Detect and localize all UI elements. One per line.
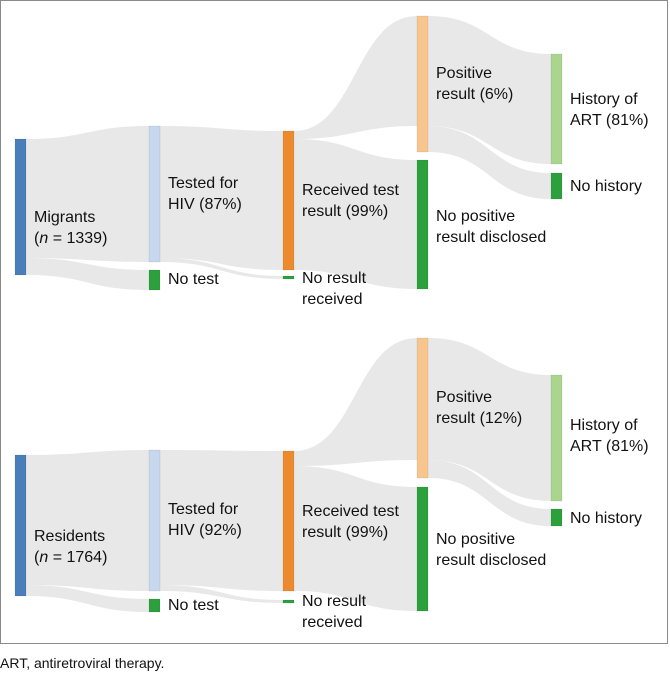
migrants-link-tested-to-received — [160, 126, 283, 270]
residents-positive-node — [416, 337, 429, 479]
figure-frame — [0, 0, 668, 644]
migrants-link-received-to-positive — [294, 16, 417, 139]
sankey-diagram — [14, 15, 563, 613]
residents-link-positive-to-no-history — [428, 460, 551, 526]
migrants-positive-node — [416, 15, 429, 153]
residents-no-result-node — [282, 599, 295, 604]
residents-no-positive-node — [416, 486, 429, 612]
migrants-no-test-node — [148, 269, 161, 291]
residents-history-node — [550, 374, 563, 502]
residents-link-tested-to-received — [160, 450, 283, 591]
migrants-link-tested-to-no-result — [160, 258, 283, 279]
n-value: = 1764) — [52, 549, 108, 566]
residents-no-test-label: No test — [168, 597, 219, 614]
residents-no-history-node — [550, 508, 563, 527]
residents-link-tested-to-no-result — [160, 585, 283, 603]
migrants-history-node — [550, 53, 563, 165]
residents-received-label: Received test result (99%) — [302, 503, 399, 541]
residents-link-received-to-no-positive — [294, 466, 417, 611]
migrants-link-positive-to-no-history — [428, 126, 551, 199]
residents-link-positive-to-history — [428, 338, 551, 501]
migrants-no-result-node — [282, 275, 295, 280]
migrants-positive-label: Positive result (6%) — [436, 65, 514, 103]
migrants-no-history-label: No history — [570, 178, 643, 195]
n-value: = 1339) — [52, 230, 108, 247]
migrants-link-origin-to-no-test — [26, 258, 149, 290]
migrants-history-label: History of ART (81%) — [570, 91, 649, 129]
residents-no-result-label: No result received — [302, 593, 367, 631]
migrants-origin-node — [14, 138, 27, 276]
migrants-link-positive-to-history — [428, 16, 551, 164]
footnote: ART, antiretroviral therapy. — [0, 655, 165, 671]
migrants-link-received-to-no-positive — [294, 139, 417, 289]
residents-positive-label: Positive result (12%) — [436, 389, 523, 427]
residents-tested-node — [148, 449, 161, 592]
residents-history-label: History of ART (81%) — [570, 417, 649, 455]
n-symbol: n — [39, 549, 49, 566]
migrants-origin-label: Migrants (n = 1339) — [34, 209, 108, 247]
migrants-no-history-node — [550, 172, 563, 200]
residents-link-received-to-positive — [294, 338, 417, 466]
migrants-no-positive-label: No positive result disclosed — [436, 208, 547, 246]
migrants-link-origin-to-tested — [26, 126, 149, 262]
migrants-tested-node — [148, 125, 161, 263]
migrants-received-label: Received test result (99%) — [302, 182, 399, 220]
residents-tested-label: Tested for HIV (92%) — [168, 501, 242, 539]
residents-no-test-node — [148, 598, 161, 613]
residents-origin-label: Residents (n = 1764) — [34, 528, 108, 566]
residents-link-origin-to-tested — [26, 450, 149, 591]
migrants-received-node — [282, 130, 295, 271]
residents-origin-node — [14, 454, 27, 597]
residents-no-history-label: No history — [570, 510, 643, 527]
migrants-no-positive-node — [416, 159, 429, 290]
migrants-no-result-label: No result received — [302, 270, 367, 308]
origin-name: Residents — [34, 528, 106, 545]
origin-name: Migrants — [34, 209, 96, 226]
migrants-tested-label: Tested for HIV (87%) — [168, 175, 242, 213]
migrants-no-test-label: No test — [168, 271, 219, 288]
residents-link-origin-to-no-test — [26, 585, 149, 612]
n-symbol: n — [39, 230, 49, 247]
residents-received-node — [282, 450, 295, 592]
residents-no-positive-label: No positive result disclosed — [436, 531, 547, 569]
